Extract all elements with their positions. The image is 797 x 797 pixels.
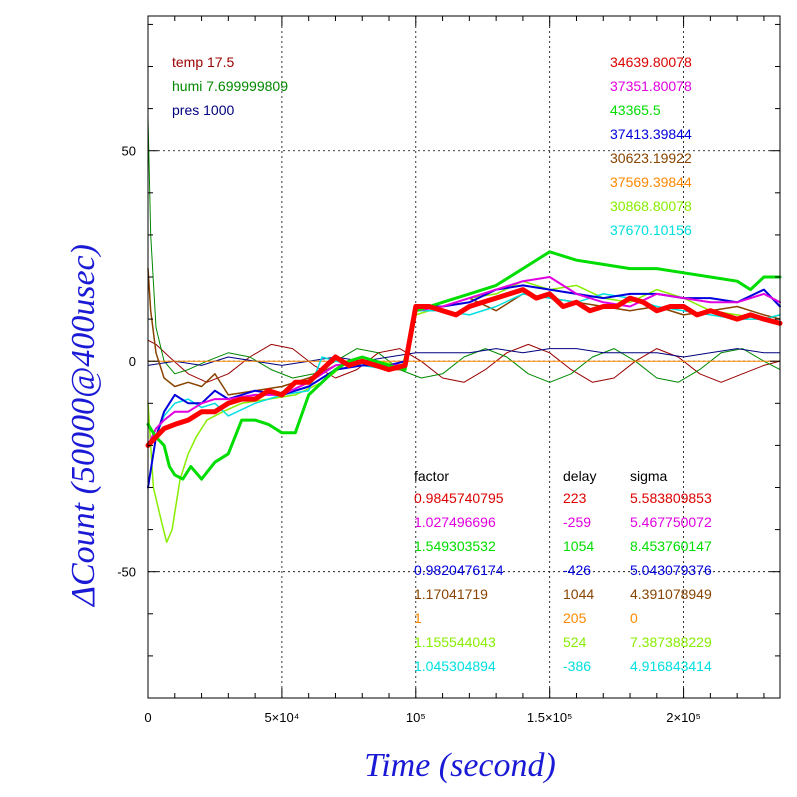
y-tick-label: 50 [122,144,136,159]
series-value-label: 30868.80078 [610,198,692,214]
x-axis-title: Time (second) [364,747,556,784]
fit-table-cell: 4.916843414 [630,658,712,674]
axis-ticks: 0 5×10⁴ 10⁵ 1.5×10⁵ 2×10⁵ -50 0 50 [117,16,780,725]
fit-table-cell: 5.043079376 [630,562,712,578]
x-tick-label: 2×10⁵ [666,710,701,725]
series-value-label: 37569.39844 [610,174,692,190]
fit-table-cell: -386 [563,658,591,674]
fit-table-cell: 7.387388229 [630,634,712,650]
y-tick-label: -50 [117,565,136,580]
fit-table-header: delay [563,468,596,484]
series-line-11 [145,287,783,448]
fit-table-cell: 8.453760147 [630,538,712,554]
series-value-label: 37413.39844 [610,126,692,142]
x-tick-label: 5×10⁴ [264,710,299,725]
fit-table-cell: 1044 [563,586,594,602]
condition-label: humi 7.699999809 [172,78,288,94]
x-tick-label: 10⁵ [406,710,426,725]
x-tick-label: 0 [144,710,151,725]
series-value-label: 43365.5 [610,102,661,118]
y-axis-title: ΔCount (50000@400usec) [65,244,102,608]
fit-table-cell: 1.155544043 [414,634,496,650]
fit-table-header: sigma [630,468,668,484]
fit-table-cell: 524 [563,634,587,650]
plot-frame [147,15,781,699]
series-value-label: 30623.19922 [610,150,692,166]
fit-table-header: factor [414,468,449,484]
fit-table-cell: 1.549303532 [414,538,496,554]
x-tick-label: 1.5×10⁵ [527,710,573,725]
series-line-10 [146,250,782,481]
fit-table-cell: 0 [630,610,638,626]
series-line-2 [147,116,781,383]
annotations: temp 17.5 humi 7.699999809 pres 1000 34639.… [172,54,712,674]
fit-table-cell: 5.467750072 [630,514,712,530]
condition-label: temp 17.5 [172,54,234,70]
fit-table-cell: 0.9820476174 [414,562,504,578]
series-line-6 [147,280,781,543]
series-value-label: 37670.10156 [610,222,692,238]
series-value-label: 34639.80078 [610,54,692,70]
fit-table-cell: 1.027496696 [414,514,496,530]
series-lines [145,116,783,543]
fit-table-cell: 5.583809853 [630,490,712,506]
fit-table-cell: -259 [563,514,591,530]
fit-table-cell: 1 [414,610,422,626]
fit-table-cell: 1054 [563,538,594,554]
condition-label: pres 1000 [172,102,234,118]
fit-table-cell: 205 [563,610,587,626]
series-value-label: 37351.80078 [610,78,692,94]
fit-table-cell: 4.391078949 [630,586,712,602]
fit-table-cell: 1.045304894 [414,658,496,674]
fit-table-cell: 1.17041719 [414,586,488,602]
fit-table-cell: 223 [563,490,587,506]
fit-table-cell: 0.9845740795 [414,490,504,506]
y-tick-label: 0 [129,354,136,369]
fit-table-cell: -426 [563,562,591,578]
